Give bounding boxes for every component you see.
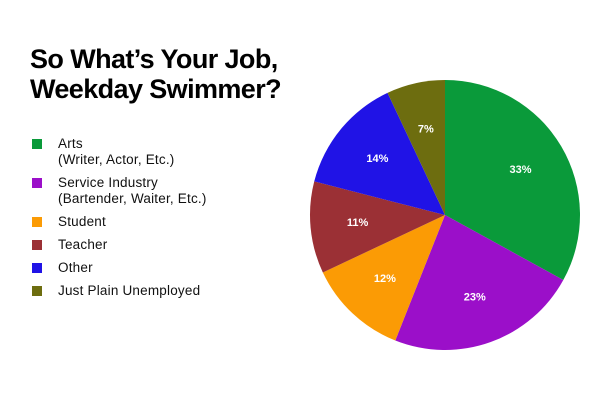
legend-label-line: Service Industry bbox=[58, 175, 158, 190]
legend-swatch bbox=[32, 139, 42, 149]
legend-label: Service Industry (Bartender, Waiter, Etc.… bbox=[58, 175, 207, 207]
pie-slice-0 bbox=[445, 80, 581, 281]
pie-chart: 33% 23% 12% 11% 14% 7% bbox=[310, 80, 581, 351]
legend-label-line: Teacher bbox=[58, 237, 108, 252]
legend-swatch bbox=[32, 263, 42, 273]
legend-label: Arts (Writer, Actor, Etc.) bbox=[58, 136, 207, 168]
legend-label-line: Other bbox=[58, 260, 93, 275]
pie-slice-label-3: 11% bbox=[347, 217, 369, 229]
legend-label: Teacher bbox=[58, 237, 207, 253]
legend-label-line: Student bbox=[58, 214, 106, 229]
chart-title-line-1: So What’s Your Job, bbox=[30, 44, 278, 74]
pie-slice-2 bbox=[322, 215, 445, 341]
legend-item-2: Student bbox=[32, 214, 207, 230]
legend-item-4: Other bbox=[32, 260, 207, 276]
pie-slice-label-1: 23% bbox=[464, 291, 486, 303]
pie-slice-label-2: 12% bbox=[374, 273, 396, 285]
pie-slice-label-4: 14% bbox=[366, 153, 388, 165]
chart-title-line-2: Weekday Swimmer? bbox=[30, 74, 282, 104]
legend-swatch bbox=[32, 286, 42, 296]
pie-slice-label-0: 33% bbox=[510, 164, 532, 176]
legend-item-0: Arts (Writer, Actor, Etc.) bbox=[32, 136, 207, 168]
legend-label-line: (Writer, Actor, Etc.) bbox=[58, 152, 175, 167]
pie-slice-3 bbox=[310, 181, 445, 273]
pie-slice-1 bbox=[395, 215, 564, 351]
chart-title: So What’s Your Job, Weekday Swimmer? bbox=[30, 44, 282, 104]
legend-item-1: Service Industry (Bartender, Waiter, Etc.… bbox=[32, 175, 207, 207]
legend-label-line: (Bartender, Waiter, Etc.) bbox=[58, 191, 207, 206]
pie-slice-label-5: 7% bbox=[418, 123, 434, 135]
legend-label-line: Arts bbox=[58, 136, 83, 151]
legend-item-5: Just Plain Unemployed bbox=[32, 283, 207, 299]
legend: Arts (Writer, Actor, Etc.) Service Industr… bbox=[32, 136, 207, 306]
legend-label: Other bbox=[58, 260, 207, 276]
legend-label-line: Just Plain Unemployed bbox=[58, 283, 201, 298]
pie-slice-4 bbox=[314, 92, 445, 215]
legend-label: Just Plain Unemployed bbox=[58, 283, 207, 299]
legend-label: Student bbox=[58, 214, 207, 230]
pie-slice-5 bbox=[387, 80, 445, 215]
legend-swatch bbox=[32, 178, 42, 188]
legend-swatch bbox=[32, 217, 42, 227]
legend-swatch bbox=[32, 240, 42, 250]
legend-item-3: Teacher bbox=[32, 237, 207, 253]
